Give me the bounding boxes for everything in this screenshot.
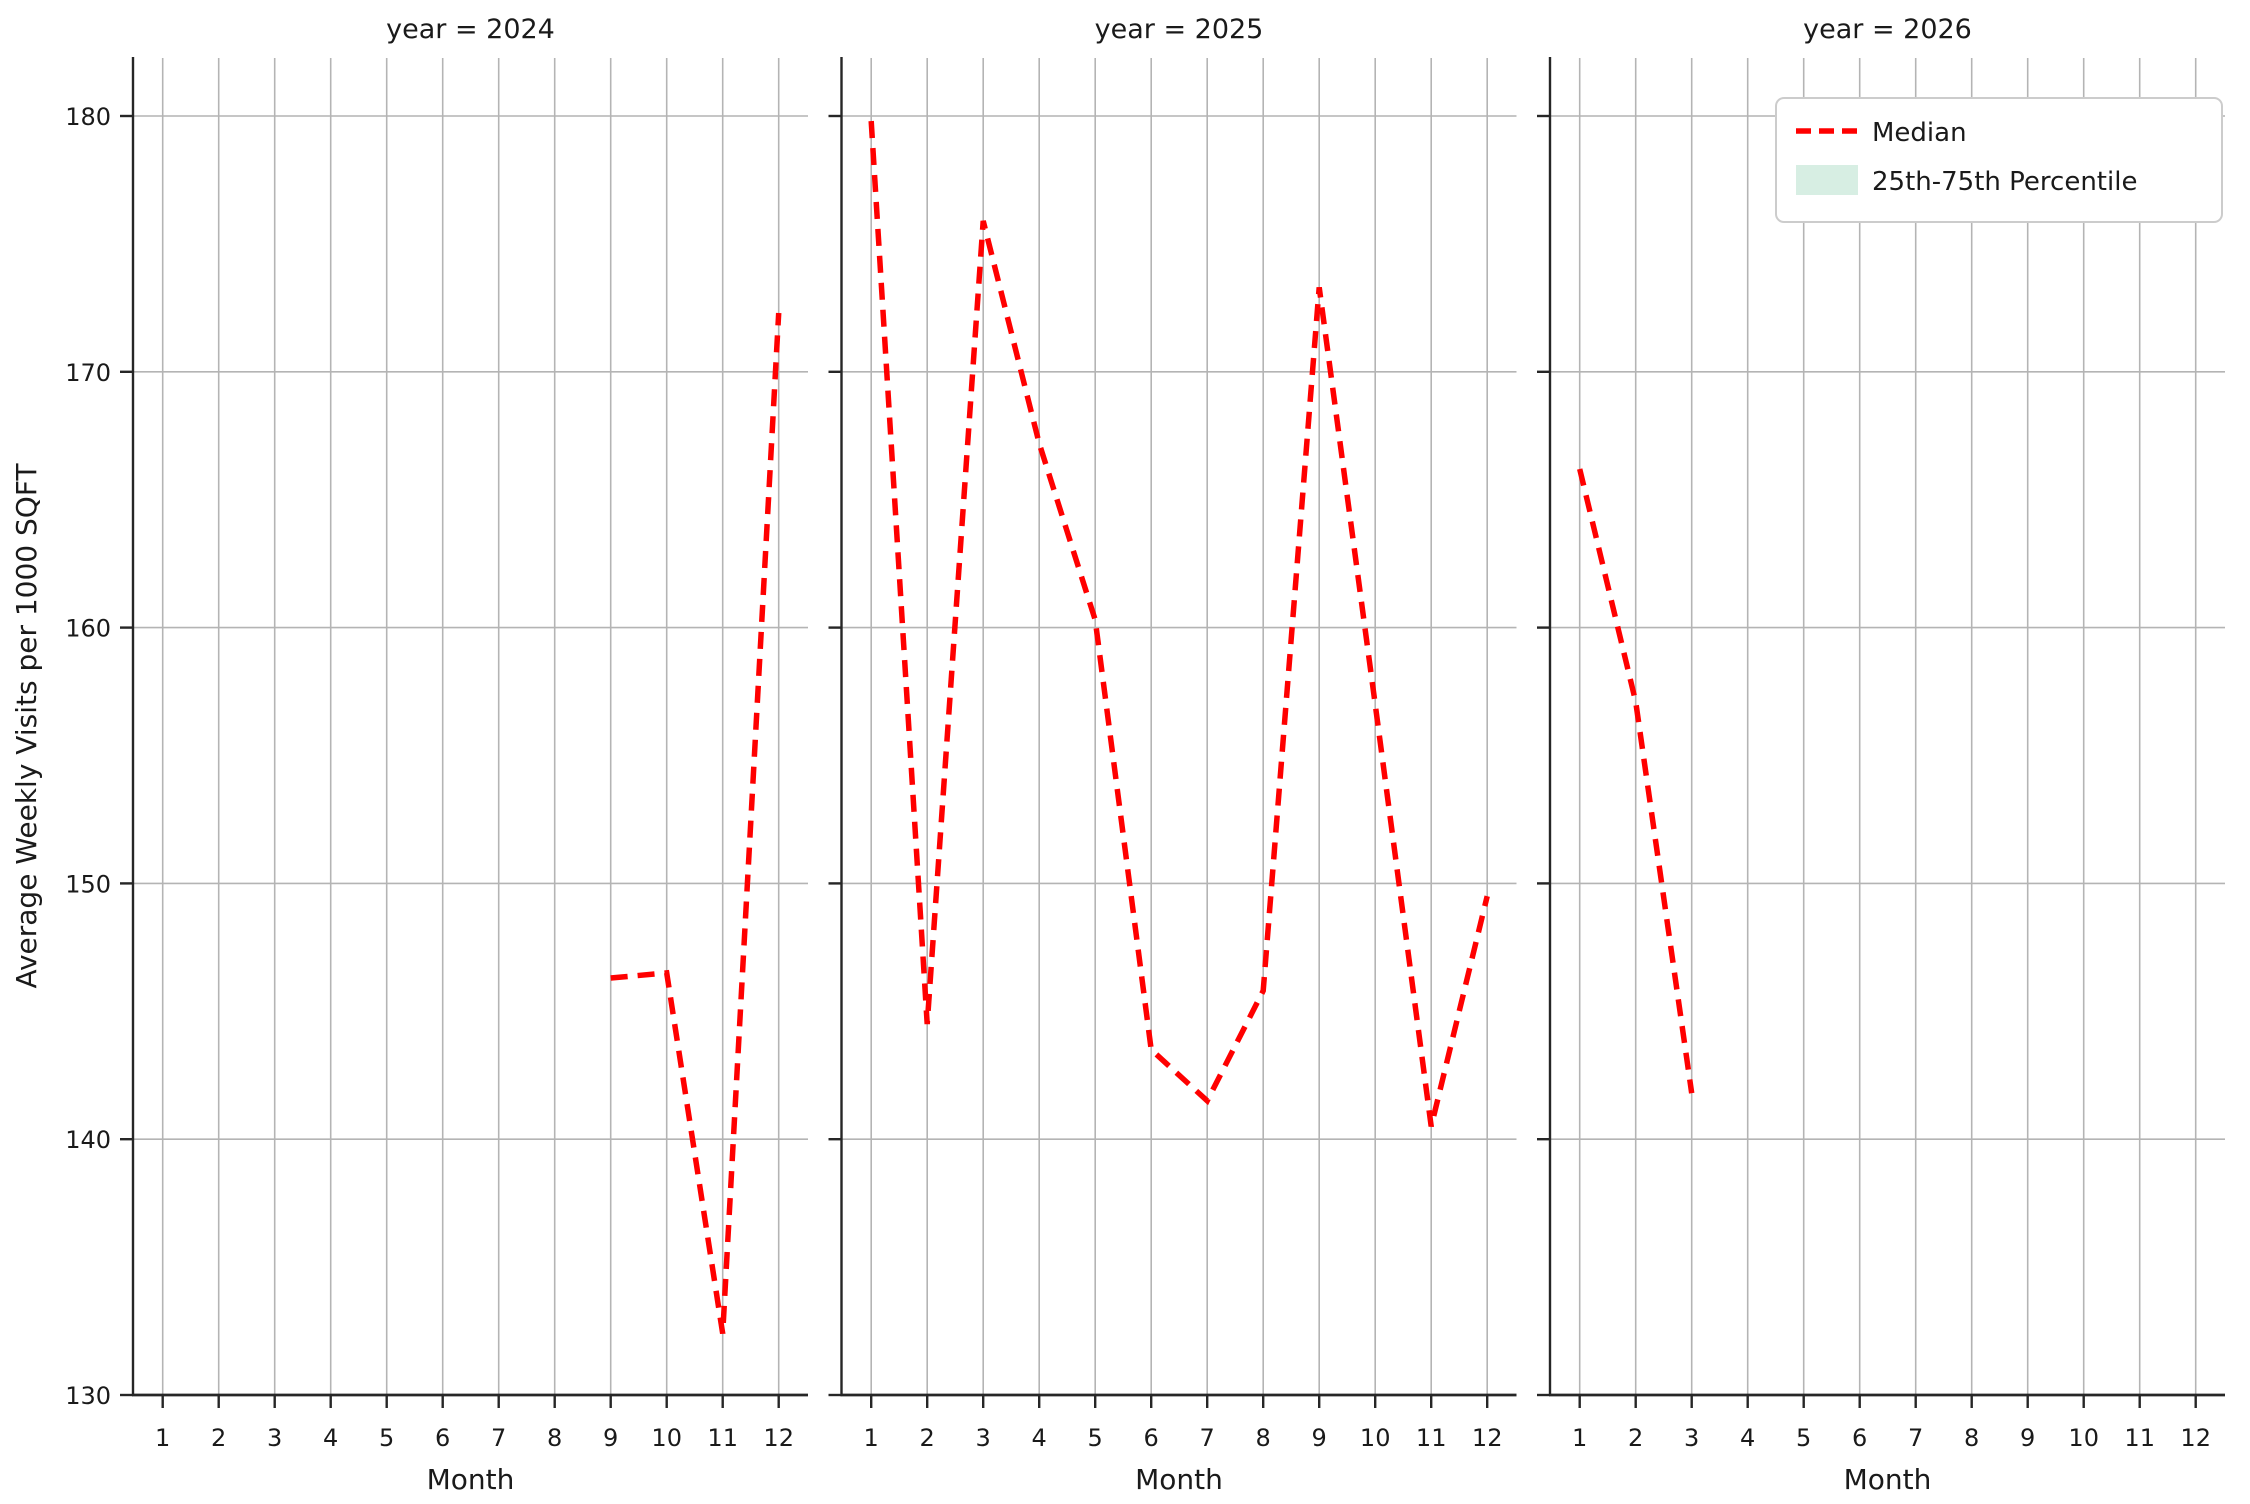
x-tick-label: 12 [763, 1424, 794, 1452]
x-tick-label: 9 [1312, 1424, 1327, 1452]
x-tick-label: 11 [1416, 1424, 1447, 1452]
x-tick-label: 5 [1088, 1424, 1103, 1452]
x-tick-label: 3 [976, 1424, 991, 1452]
x-tick-label: 4 [1740, 1424, 1755, 1452]
x-tick-label: 10 [2068, 1424, 2099, 1452]
x-tick-label: 6 [1144, 1424, 1159, 1452]
x-tick-label: 1 [155, 1424, 170, 1452]
x-tick-label: 9 [2020, 1424, 2035, 1452]
x-tick-label: 2 [1628, 1424, 1643, 1452]
x-tick-label: 7 [1200, 1424, 1215, 1452]
x-tick-label: 4 [323, 1424, 338, 1452]
x-tick-label: 7 [1908, 1424, 1923, 1452]
y-tick-label: 140 [65, 1126, 111, 1154]
legend-box [1775, 97, 2223, 223]
x-tick-label: 8 [1256, 1424, 1271, 1452]
x-tick-label: 2 [211, 1424, 226, 1452]
x-tick-label: 11 [707, 1424, 738, 1452]
x-tick-label: 3 [267, 1424, 282, 1452]
y-tick-label: 170 [65, 359, 111, 387]
x-tick-label: 6 [435, 1424, 450, 1452]
panel-title: year = 2025 [1095, 14, 1264, 45]
x-tick-label: 8 [547, 1424, 562, 1452]
x-tick-label: 10 [1360, 1424, 1391, 1452]
legend-median-label: Median [1872, 118, 1967, 148]
y-tick-label: 160 [65, 615, 111, 643]
y-tick-label: 180 [65, 103, 111, 131]
x-tick-label: 10 [651, 1424, 682, 1452]
legend-percentile-label: 25th-75th Percentile [1872, 167, 2137, 197]
y-axis-label: Average Weekly Visits per 1000 SQFT [10, 463, 43, 989]
x-tick-label: 1 [864, 1424, 879, 1452]
y-tick-label: 130 [65, 1382, 111, 1410]
x-axis-label: Month [1135, 1463, 1223, 1496]
y-tick-label: 150 [65, 870, 111, 898]
x-tick-label: 3 [1684, 1424, 1699, 1452]
x-tick-label: 5 [1796, 1424, 1811, 1452]
x-tick-label: 12 [1472, 1424, 1503, 1452]
x-tick-label: 11 [2124, 1424, 2155, 1452]
median-line-2024 [610, 312, 782, 1335]
x-tick-label: 2 [920, 1424, 935, 1452]
panel-title: year = 2024 [386, 14, 555, 45]
x-tick-label: 1 [1572, 1424, 1587, 1452]
x-tick-label: 8 [1964, 1424, 1979, 1452]
x-axis-label: Month [427, 1463, 515, 1496]
legend-percentile-patch-sample [1796, 165, 1858, 195]
x-tick-label: 9 [603, 1424, 618, 1452]
panel-title: year = 2026 [1803, 14, 1972, 45]
x-tick-label: 6 [1852, 1424, 1867, 1452]
x-tick-label: 4 [1032, 1424, 1047, 1452]
x-axis-label: Month [1844, 1463, 1932, 1496]
x-tick-label: 5 [379, 1424, 394, 1452]
x-tick-label: 7 [491, 1424, 506, 1452]
median-line-2025 [868, 120, 1490, 1128]
x-tick-label: 12 [2180, 1424, 2211, 1452]
